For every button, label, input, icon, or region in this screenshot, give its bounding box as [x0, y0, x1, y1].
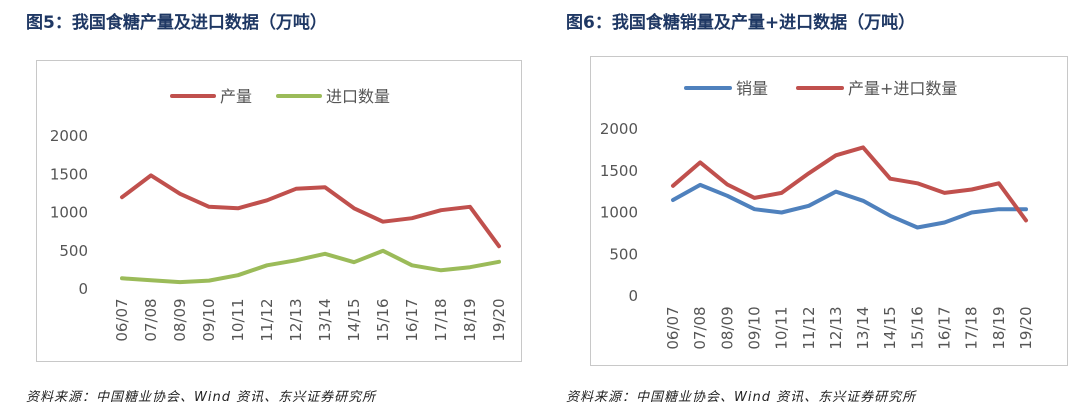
- legend-label-0: 销量: [736, 79, 768, 98]
- y-tick-label: 0: [628, 287, 638, 305]
- legend-label-1: 进口数量: [326, 87, 390, 106]
- x-tick-label: 07/08: [691, 306, 709, 349]
- x-tick-label: 10/11: [229, 298, 247, 341]
- x-tick-label: 14/15: [345, 298, 363, 341]
- chart-title-right: 图6：我国食糖销量及产量+进口数据（万吨）: [566, 13, 916, 33]
- x-tick-label: 07/08: [142, 298, 160, 341]
- x-tick-label: 17/18: [963, 306, 981, 349]
- y-tick-label: 2000: [50, 127, 88, 145]
- x-tick-label: 13/14: [316, 298, 334, 341]
- series-line-1: [671, 145, 1028, 223]
- legend-label-1: 产量+进口数量: [848, 79, 957, 98]
- x-tick-label: 14/15: [881, 306, 899, 349]
- chart-title-left: 图5：我国食糖产量及进口数据（万吨）: [26, 13, 327, 33]
- x-tick-label: 16/17: [403, 298, 421, 341]
- chart-svg-right: 0 500 1000 1500 2000 06/07 07/08 08/09 09/10 10/1…: [600, 79, 1035, 350]
- x-tick-label: 11/12: [258, 298, 276, 341]
- x-tick-label: 11/12: [800, 306, 818, 349]
- x-tick-label: 09/10: [745, 306, 763, 349]
- x-tick-label: 18/19: [990, 306, 1008, 349]
- x-tick-label: 15/16: [374, 298, 392, 341]
- x-tick-label: 18/19: [461, 298, 479, 341]
- y-tick-label: 500: [59, 242, 88, 260]
- y-tick-label: 500: [609, 245, 638, 263]
- x-tick-label: 15/16: [908, 306, 926, 349]
- x-tick-label: 19/20: [1017, 306, 1035, 349]
- chart-svg-left: 0 500 1000 1500 2000 06/07 07/08 08/09 09/10 10/1…: [50, 87, 508, 342]
- x-tick-label: 12/13: [287, 298, 305, 341]
- y-tick-label: 0: [78, 280, 88, 298]
- x-tick-label: 08/09: [171, 298, 189, 341]
- source-note-left: 资料来源：中国糖业协会、Wind 资讯、东兴证券研究所: [26, 390, 377, 405]
- x-tick-label: 19/20: [490, 298, 508, 341]
- x-tick-label: 09/10: [200, 298, 218, 341]
- x-tick-label: 08/09: [718, 306, 736, 349]
- x-tick-label: 10/11: [773, 306, 791, 349]
- x-tick-label: 12/13: [827, 306, 845, 349]
- series-line-0: [671, 182, 1028, 230]
- y-tick-label: 1000: [50, 204, 88, 222]
- series-line-0: [120, 173, 501, 249]
- x-tick-label: 06/07: [664, 306, 682, 349]
- x-tick-label: 06/07: [113, 298, 131, 341]
- y-tick-label: 1500: [50, 165, 88, 183]
- y-tick-label: 1000: [600, 204, 638, 222]
- x-tick-label: 16/17: [936, 306, 954, 349]
- y-tick-label: 2000: [600, 120, 638, 138]
- legend-label-0: 产量: [220, 87, 252, 106]
- chart-panel-right: 图6：我国食糖销量及产量+进口数据（万吨） 0 500 1000 1500 2000 06…: [540, 0, 1080, 418]
- chart-panel-left: 图5：我国食糖产量及进口数据（万吨） 0 500 1000 1500 2000 06/07…: [26, 13, 522, 405]
- source-note-right: 资料来源：中国糖业协会、Wind 资讯、东兴证券研究所: [566, 390, 917, 405]
- x-tick-label: 17/18: [432, 298, 450, 341]
- y-tick-label: 1500: [600, 162, 638, 180]
- x-tick-label: 13/14: [854, 306, 872, 349]
- series-line-1: [120, 248, 501, 285]
